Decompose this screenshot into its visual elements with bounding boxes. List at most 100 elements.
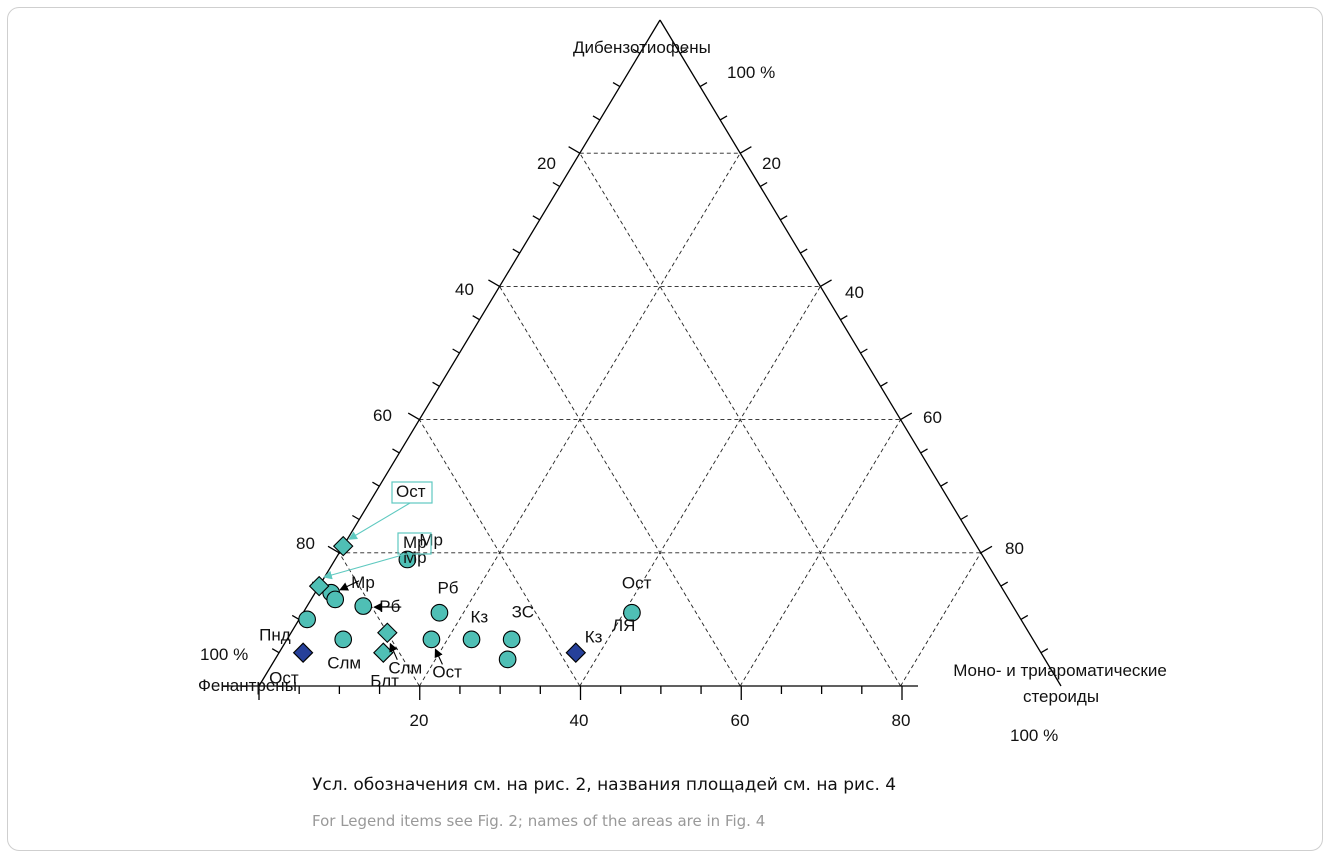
arrow-callout-mr <box>323 553 407 580</box>
point-circle-9 <box>462 630 481 649</box>
tick-label-bottom-20: 20 <box>410 711 429 730</box>
tick-right-16 <box>739 146 752 154</box>
point-label-3: Мр <box>403 548 427 567</box>
point-label-11: ЛЯ <box>612 616 635 635</box>
axis-full-phenanthrenes: 100 % <box>200 645 248 664</box>
tick-left-6 <box>372 481 380 487</box>
axis-title-dibenzothiophenes: Дибензотиофены <box>573 38 711 57</box>
tick-right-7 <box>920 448 928 454</box>
tick-left-17 <box>592 115 601 121</box>
tick-left-18 <box>612 82 621 88</box>
arrow-slm <box>389 642 398 660</box>
caption-en: For Legend items see Fig. 2; names of th… <box>312 812 765 830</box>
tick-left-7 <box>392 448 400 454</box>
grid-line-steroids-4 <box>900 552 982 687</box>
tick-label-right-40: 40 <box>845 283 864 302</box>
tick-right-2 <box>1020 614 1029 620</box>
grid-line-steroids-3 <box>739 419 901 687</box>
grid-line-steroids-2 <box>579 286 821 687</box>
point-diamond-17 <box>292 642 314 663</box>
tick-right-5 <box>960 514 968 521</box>
tick-right-8 <box>900 412 913 421</box>
tick-label-right-80: 80 <box>1005 539 1024 558</box>
tick-right-6 <box>940 481 948 487</box>
tick-left-11 <box>472 315 480 321</box>
point-circle-8 <box>422 630 441 649</box>
grid-line-phen-2 <box>499 286 741 687</box>
point-circle-4 <box>354 597 373 615</box>
point-circle-11 <box>498 650 517 669</box>
point-label-12: Ост <box>622 574 652 593</box>
tick-label-right-20: 20 <box>762 154 781 173</box>
tick-right-17 <box>719 115 728 121</box>
point-circle-10 <box>502 630 521 649</box>
tick-left-4 <box>327 545 340 554</box>
tick-marks <box>258 48 1049 700</box>
tick-right-10 <box>860 348 868 354</box>
tick-label-left-80: 80 <box>296 534 315 553</box>
tick-label-bottom-80: 80 <box>892 711 911 730</box>
data-points <box>292 535 641 669</box>
point-label-16: Блт <box>370 672 399 691</box>
tick-label-left-60: 60 <box>373 406 392 425</box>
tick-label-left-40: 40 <box>455 280 474 299</box>
point-circle-7 <box>430 603 449 622</box>
tick-right-19 <box>679 48 688 54</box>
point-label-6: Слм <box>327 653 361 672</box>
tick-left-13 <box>512 248 520 254</box>
grid-line-phen-3 <box>419 419 581 687</box>
arrow-mr <box>339 580 360 591</box>
arrow-ost <box>434 648 443 665</box>
tick-left-19 <box>632 48 641 54</box>
callout-box-mr <box>397 532 432 555</box>
point-label-10: ЗС <box>512 602 534 621</box>
callout-box-ost <box>391 481 433 504</box>
tick-left-2 <box>291 614 300 620</box>
tick-left-10 <box>452 348 460 354</box>
point-diamond-18 <box>565 642 587 663</box>
point-label-9: Кз <box>471 607 489 626</box>
tick-right-1 <box>1040 648 1049 654</box>
tick-right-9 <box>880 381 888 387</box>
point-circle-5 <box>298 610 316 629</box>
tick-label-right-60: 60 <box>923 408 942 427</box>
tick-left-1 <box>271 648 280 654</box>
tick-left-15 <box>552 181 561 188</box>
axis-title-steroids-line2: стероиды <box>1023 687 1099 706</box>
axis-title-steroids-line1: Моно- и триароматические <box>953 661 1167 680</box>
tick-right-14 <box>779 215 788 221</box>
tick-right-12 <box>820 279 832 287</box>
tick-label-bottom-60: 60 <box>731 711 750 730</box>
tick-left-12 <box>488 279 500 287</box>
grid-line-phen-4 <box>338 552 420 687</box>
point-label-18: Кз <box>585 628 603 647</box>
point-circle-6 <box>334 630 353 649</box>
caption-ru: Усл. обозначения см. на рис. 2, названия… <box>312 775 896 795</box>
point-circle-3 <box>326 590 345 609</box>
tick-right-15 <box>759 181 768 188</box>
tick-right-11 <box>840 315 848 321</box>
grid-lines <box>338 152 982 687</box>
axis-full-dibenzothiophenes: 100 % <box>727 63 775 82</box>
point-label-17: Ост <box>269 669 299 688</box>
tick-right-4 <box>980 545 993 554</box>
tick-right-3 <box>1000 581 1009 587</box>
axis-full-steroids: 100 % <box>1010 726 1058 745</box>
tick-right-18 <box>699 82 708 88</box>
axis-title-phenanthrenes: Фенантрены <box>198 676 297 695</box>
tick-label-bottom-40: 40 <box>570 711 589 730</box>
tick-left-5 <box>352 514 360 521</box>
point-diamond-13 <box>332 535 354 557</box>
tick-left-14 <box>532 215 541 221</box>
tick-left-8 <box>407 412 420 421</box>
point-circle-12 <box>623 603 641 622</box>
point-label-8: Ост <box>432 662 462 681</box>
point-diamond-14 <box>308 575 330 597</box>
point-label-13: Ост <box>396 482 426 501</box>
point-label-15: Слм <box>388 659 422 678</box>
point-diamond-15 <box>377 622 398 643</box>
tick-label-left-20: 20 <box>537 154 556 173</box>
point-label-5: Пнд <box>259 625 291 644</box>
